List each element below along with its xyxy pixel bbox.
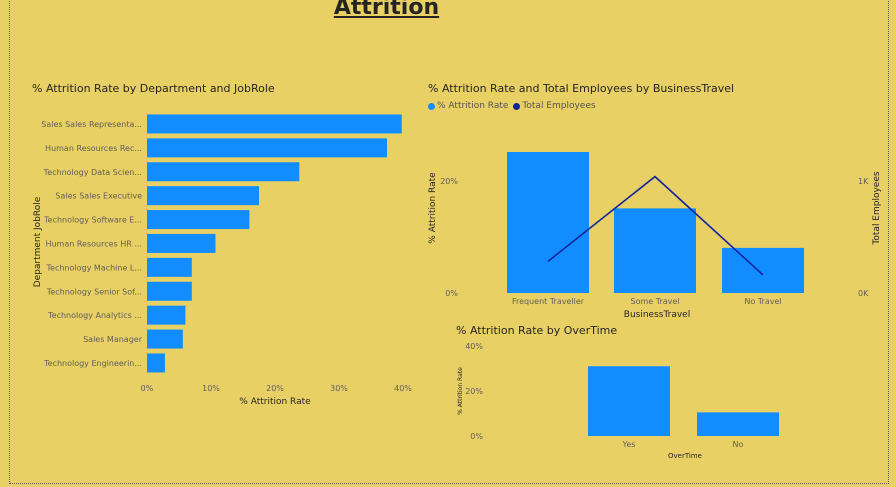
business-travel-chart-title: % Attrition Rate and Total Employees by … [428,82,735,95]
y2-tick-label: 1K [858,177,869,186]
x-axis-title: OverTime [668,452,702,460]
x-axis-title: % Attrition Rate [239,397,311,407]
page-title: Attrition [333,0,440,20]
y-tick-label: 40% [465,342,483,351]
category-label: Human Resources HR ... [45,239,142,248]
employees-line[interactable] [547,175,764,276]
y-tick-label: 0% [470,432,483,441]
y2-axis-title: Total Employees [872,171,882,245]
category-label: Technology Senior Sof... [46,287,142,296]
y2-tick-label: 0K [858,289,869,298]
category-label: Technology Engineerin... [43,359,142,368]
category-label: Yes [622,440,636,449]
x-tick-label: 40% [394,384,412,393]
bar[interactable] [147,353,165,373]
bar[interactable] [722,247,804,293]
category-label: No [733,440,744,449]
y-axis-title: Department JobRole [33,196,43,287]
bar[interactable] [147,162,300,182]
legend-dot-icon [428,102,435,110]
bar[interactable] [147,138,387,158]
category-label: Technology Software E... [43,216,142,225]
bar[interactable] [147,281,192,301]
x-tick-label: 10% [202,384,220,393]
category-label: Technology Data Scien... [43,168,142,177]
category-label: Sales Manager [83,335,143,344]
report-canvas [9,0,889,484]
legend-item-attrition[interactable]: % Attrition Rate [428,101,508,111]
category-label: Frequent Traveller [512,297,585,306]
y-tick-label: 20% [440,177,458,186]
y-tick-label: 0% [445,289,458,298]
y-tick-label: 20% [465,387,483,396]
legend-item-employees[interactable]: Total Employees [513,101,596,111]
legend-label: Total Employees [522,101,596,111]
category-label: Human Resources Rec... [45,144,142,153]
bar[interactable] [697,412,779,436]
bar[interactable] [588,366,670,436]
category-label: Sales Sales Executive [55,192,142,201]
x-axis-title: BusinessTravel [624,310,690,320]
legend-dot-icon [513,102,521,110]
dept-jobrole-chart-title: % Attrition Rate by Department and JobRo… [32,82,275,95]
category-label: Sales Sales Representa... [41,120,142,129]
bar[interactable] [614,208,696,293]
x-tick-label: 0% [141,384,154,393]
category-label: Technology Machine L... [46,263,142,272]
business-travel-legend: % Attrition Rate Total Employees [428,101,598,111]
y-axis-title: % Attrition Rate [428,172,438,244]
bar[interactable] [147,186,259,206]
x-tick-label: 20% [266,384,284,393]
bar[interactable] [147,257,192,277]
bar[interactable] [147,210,250,230]
bar[interactable] [147,233,216,253]
category-label: No Travel [744,297,781,306]
overtime-chart-title: % Attrition Rate by OverTime [456,324,618,337]
bar[interactable] [147,305,186,325]
x-tick-label: 30% [330,384,348,393]
bar[interactable] [507,152,589,293]
y-axis-title: % Attrition Rate [457,367,464,415]
bar[interactable] [147,329,183,349]
legend-label: % Attrition Rate [437,101,509,111]
category-label: Technology Analytics ... [47,311,142,320]
category-label: Some Travel [630,297,679,306]
bar[interactable] [147,114,402,134]
